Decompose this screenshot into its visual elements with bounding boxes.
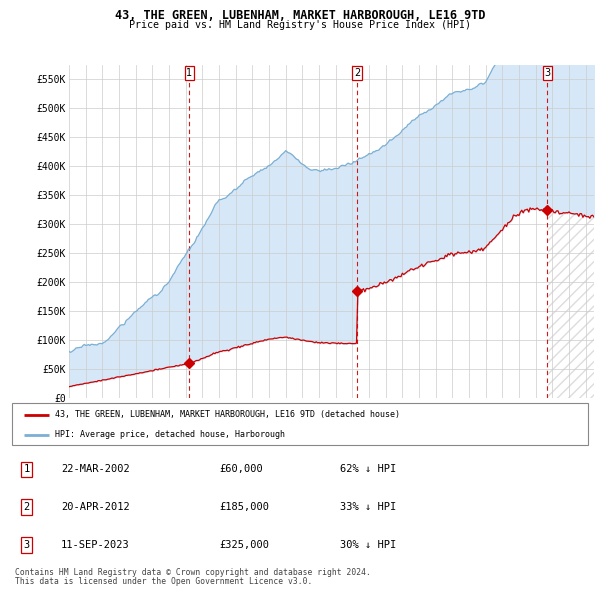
Text: 2: 2 — [23, 502, 29, 512]
Text: Contains HM Land Registry data © Crown copyright and database right 2024.: Contains HM Land Registry data © Crown c… — [15, 568, 371, 576]
Text: 33% ↓ HPI: 33% ↓ HPI — [340, 502, 397, 512]
Text: Price paid vs. HM Land Registry's House Price Index (HPI): Price paid vs. HM Land Registry's House … — [129, 20, 471, 30]
Text: £185,000: £185,000 — [220, 502, 269, 512]
Text: 43, THE GREEN, LUBENHAM, MARKET HARBOROUGH, LE16 9TD (detached house): 43, THE GREEN, LUBENHAM, MARKET HARBOROU… — [55, 411, 400, 419]
Text: 20-APR-2012: 20-APR-2012 — [61, 502, 130, 512]
Text: 22-MAR-2002: 22-MAR-2002 — [61, 464, 130, 474]
Text: 62% ↓ HPI: 62% ↓ HPI — [340, 464, 397, 474]
Text: 30% ↓ HPI: 30% ↓ HPI — [340, 540, 397, 550]
Text: 1: 1 — [23, 464, 29, 474]
Text: £325,000: £325,000 — [220, 540, 269, 550]
Text: £60,000: £60,000 — [220, 464, 263, 474]
Text: 11-SEP-2023: 11-SEP-2023 — [61, 540, 130, 550]
FancyBboxPatch shape — [12, 403, 588, 445]
Text: 3: 3 — [544, 68, 550, 78]
Text: 1: 1 — [186, 68, 193, 78]
Text: HPI: Average price, detached house, Harborough: HPI: Average price, detached house, Harb… — [55, 430, 285, 440]
Text: 43, THE GREEN, LUBENHAM, MARKET HARBOROUGH, LE16 9TD: 43, THE GREEN, LUBENHAM, MARKET HARBOROU… — [115, 9, 485, 22]
Text: 3: 3 — [23, 540, 29, 550]
Text: This data is licensed under the Open Government Licence v3.0.: This data is licensed under the Open Gov… — [15, 577, 313, 586]
Text: 2: 2 — [354, 68, 361, 78]
